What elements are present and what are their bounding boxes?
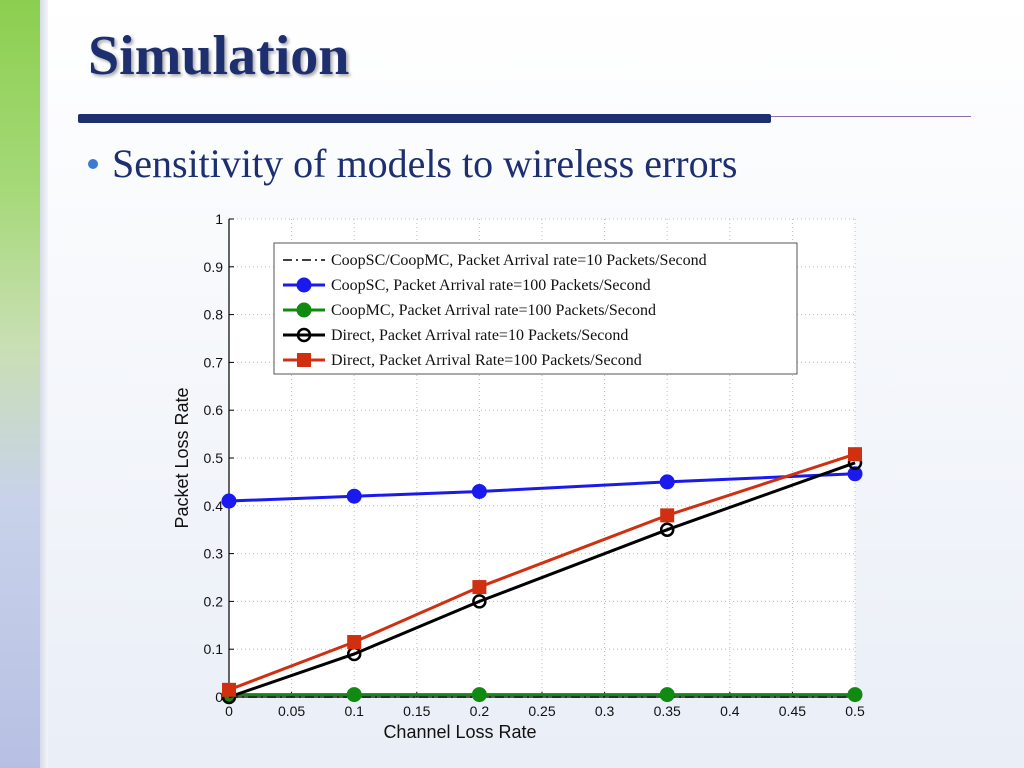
y-tick-label: 1 — [215, 211, 223, 227]
bullet-item: Sensitivity of models to wireless errors — [88, 140, 737, 187]
slide-title: Simulation — [88, 25, 350, 87]
series-5-point — [222, 682, 236, 697]
y-tick-label: 0.3 — [204, 546, 224, 562]
y-tick-label: 0.5 — [204, 450, 224, 466]
legend-label: Direct, Packet Arrival Rate=100 Packets/… — [331, 352, 642, 369]
series-2-point — [221, 493, 237, 509]
legend-swatch-marker — [296, 277, 312, 293]
y-tick-label: 0.1 — [204, 641, 224, 657]
series-5-point — [472, 580, 487, 595]
legend-box — [273, 242, 798, 375]
series-2-point — [471, 483, 487, 499]
x-tick-label: 0.25 — [528, 703, 555, 719]
x-tick-label: 0.35 — [654, 703, 681, 719]
legend-swatch-marker — [297, 353, 311, 367]
series-3-point — [471, 687, 487, 703]
series-line-4 — [228, 461, 856, 699]
x-tick-label: 0.3 — [595, 703, 615, 719]
title-underline-thin — [771, 116, 971, 117]
y-tick-label: 0 — [215, 689, 223, 705]
y-tick-label: 0.6 — [204, 402, 224, 418]
legend-label: CoopMC, Packet Arrival rate=100 Packets/… — [331, 302, 656, 319]
title-underline — [78, 114, 771, 123]
x-axis-title: Channel Loss Rate — [383, 722, 536, 742]
legend-label: CoopSC, Packet Arrival rate=100 Packets/… — [331, 277, 651, 294]
series-3-point — [847, 687, 863, 703]
series-2-point — [847, 466, 863, 482]
y-tick-label: 0.2 — [204, 593, 224, 609]
series-5-point — [347, 635, 362, 650]
series-2-point — [659, 474, 675, 490]
x-tick-label: 0.4 — [720, 703, 740, 719]
x-tick-label: 0.45 — [779, 703, 806, 719]
legend-swatch-marker — [296, 327, 312, 343]
y-tick-label: 0.9 — [204, 259, 224, 275]
x-tick-label: 0.2 — [470, 703, 490, 719]
legend-label: Direct, Packet Arrival rate=10 Packets/S… — [331, 327, 628, 344]
legend-label: CoopSC/CoopMC, Packet Arrival rate=10 Pa… — [331, 252, 707, 269]
x-tick-label: 0.15 — [403, 703, 430, 719]
y-tick-label: 0.4 — [204, 498, 224, 514]
x-tick-label: 0.1 — [344, 703, 364, 719]
x-tick-label: 0.05 — [278, 703, 305, 719]
y-tick-label: 0.7 — [204, 354, 224, 370]
series-5-point — [848, 447, 862, 462]
bullet-text: Sensitivity of models to wireless errors — [112, 141, 738, 186]
decorative-left-band-edge — [40, 0, 48, 768]
series-3-point — [346, 687, 362, 703]
x-tick-label: 0 — [225, 703, 233, 719]
legend-swatch-marker — [296, 302, 312, 318]
series-3-point — [659, 687, 675, 703]
series-4-point — [472, 594, 487, 609]
bullet-icon — [88, 158, 98, 169]
series-2-point — [346, 488, 362, 504]
y-tick-label: 0.8 — [204, 307, 224, 323]
x-tick-label: 0.5 — [845, 703, 865, 719]
series-4-point — [659, 522, 675, 537]
y-axis-title: Packet Loss Rate — [172, 387, 192, 528]
series-5-point — [660, 508, 675, 523]
